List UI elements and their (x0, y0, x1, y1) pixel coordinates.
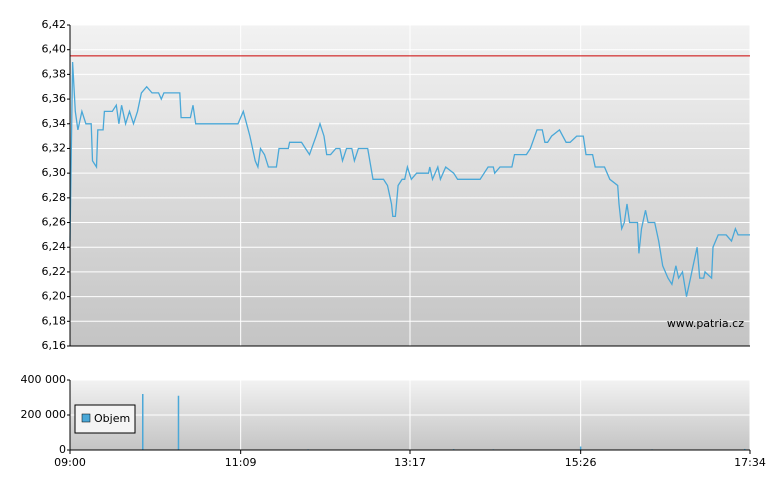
x-tick-label: 11:09 (225, 456, 257, 469)
y-tick-label: 6,36 (42, 92, 67, 105)
y-tick-label: 6,26 (42, 216, 67, 229)
volume-bar (177, 395, 180, 450)
y-tick-label: 200 000 (21, 408, 67, 421)
y-tick-label: 400 000 (21, 373, 67, 386)
y-tick-label: 6,38 (42, 67, 67, 80)
y-tick-label: 6,20 (42, 290, 67, 303)
price-line (69, 61, 750, 297)
y-tick-label: 6,30 (42, 166, 67, 179)
volume-bar (743, 448, 746, 450)
y-tick-label: 6,40 (42, 43, 67, 56)
y-tick-label: 6,24 (42, 240, 67, 253)
y-tick-label: 6,22 (42, 265, 67, 278)
y-tick-label: 0 (59, 443, 66, 456)
legend-label: Objem (94, 412, 130, 425)
volume-bar (579, 446, 582, 450)
y-tick-label: 6,32 (42, 141, 67, 154)
legend-swatch (81, 413, 91, 423)
y-tick-label: 6,16 (42, 339, 67, 352)
x-tick-label: 09:00 (54, 456, 86, 469)
watermark: www.patria.cz (667, 317, 744, 330)
y-tick-label: 6,28 (42, 191, 67, 204)
x-tick-label: 13:17 (394, 456, 426, 469)
volume-bar (142, 394, 144, 450)
y-tick-label: 6,34 (42, 117, 67, 130)
y-tick-label: 6,18 (42, 314, 67, 327)
x-tick-label: 17:34 (734, 456, 766, 469)
x-tick-label: 15:26 (565, 456, 597, 469)
y-tick-label: 6,42 (42, 18, 67, 31)
